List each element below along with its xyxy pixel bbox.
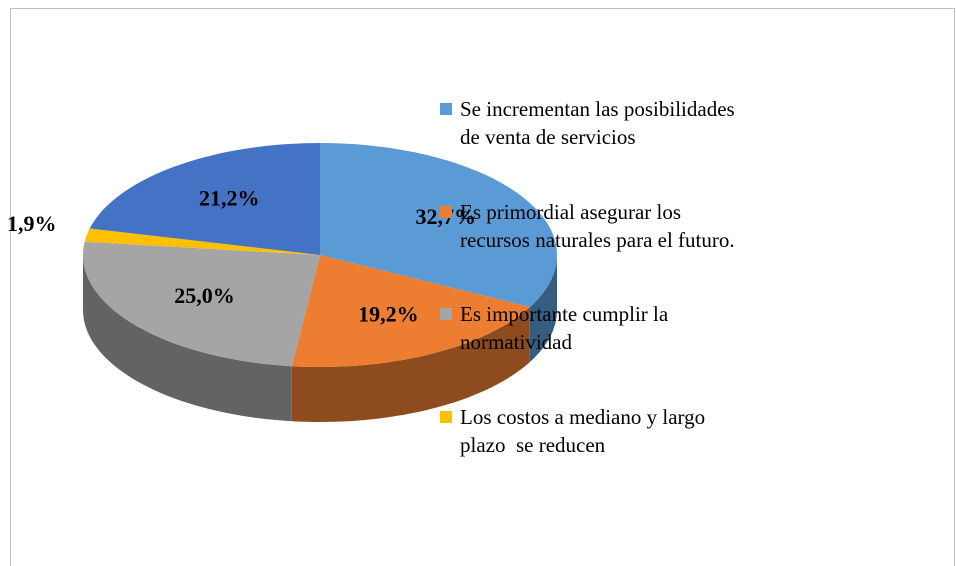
slice [89,143,320,255]
data-label: 19,2% [358,302,419,327]
legend-entry: Los costos a mediano y largo plazo se re… [440,403,740,459]
slice [83,241,320,367]
legend-entry: Es importante cumplir la normatividad [440,300,740,356]
legend-label: Es primordial asegurar los recursos natu… [460,200,735,252]
legend-swatch [440,411,452,423]
legend-swatch [440,308,452,320]
legend-label: Se incrementan las posibilidades de vent… [460,97,740,149]
data-label: 25,0% [174,283,235,308]
slice [84,228,320,255]
legend-swatch [440,206,452,218]
legend-label: Los costos a mediano y largo plazo se re… [460,405,711,457]
slice [291,255,530,367]
data-label: 21,2% [199,185,260,210]
data-label: 1,9% [7,211,57,236]
legend-label: Es importante cumplir la normatividad [460,302,674,354]
slice-side [529,255,557,363]
chart-border [10,8,955,566]
legend-swatch [440,103,452,115]
slice [320,143,557,308]
legend-entry: Es primordial asegurar los recursos natu… [440,198,740,254]
legend-entry: Se incrementan las posibilidades de vent… [440,95,740,151]
slice-side [291,307,530,422]
slice-side [83,255,292,422]
